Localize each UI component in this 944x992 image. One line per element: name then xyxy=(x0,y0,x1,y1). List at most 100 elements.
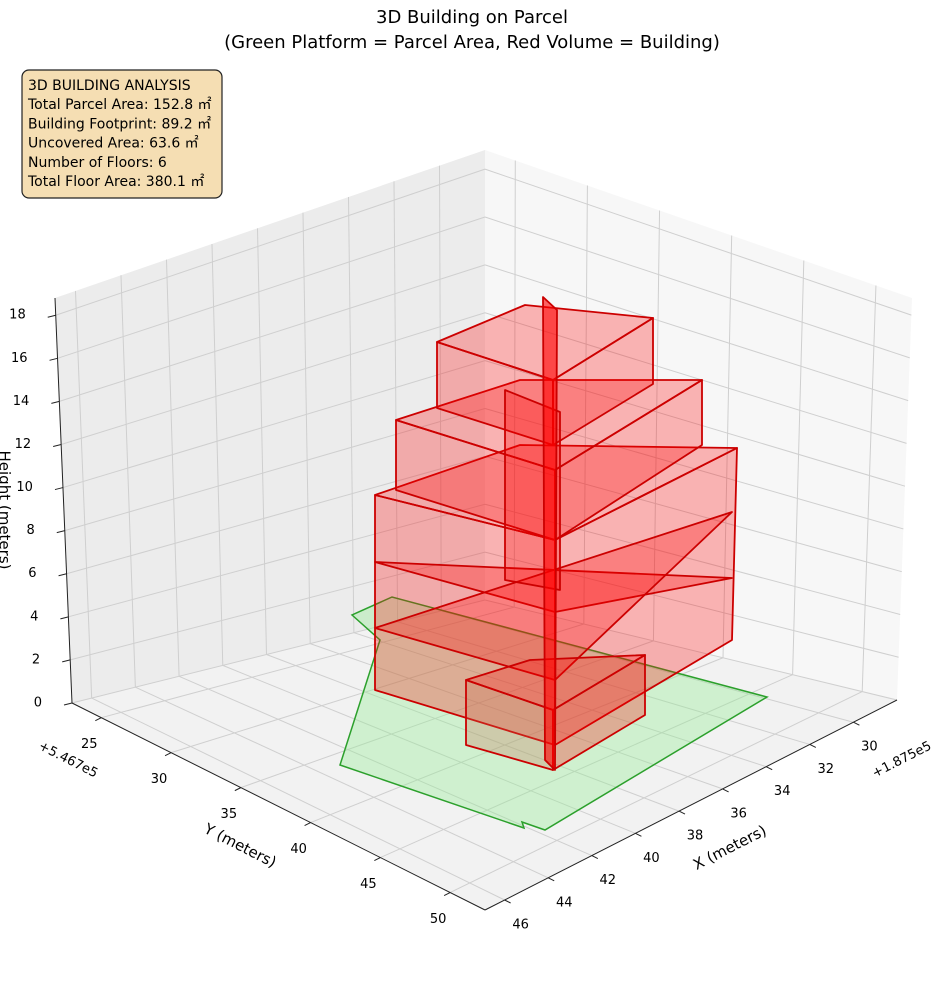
z-tick xyxy=(62,659,71,663)
z-tick-label: 16 xyxy=(11,351,28,366)
grid-line xyxy=(101,606,515,719)
left-pane xyxy=(55,150,485,703)
grid-line xyxy=(353,632,767,768)
grid-line xyxy=(165,259,180,677)
grid-line xyxy=(302,212,311,644)
axis-line xyxy=(71,702,486,911)
grid-line xyxy=(170,623,584,754)
grid-line xyxy=(222,664,636,834)
x-tick-label: 42 xyxy=(600,873,617,888)
z-tick-label: 14 xyxy=(13,394,30,409)
x-tick xyxy=(765,766,773,771)
z-tick xyxy=(53,444,62,447)
z-tick xyxy=(47,314,56,318)
z-tick-label: 4 xyxy=(30,609,38,624)
x-tick xyxy=(591,855,599,860)
z-tick xyxy=(51,400,60,404)
grid-line xyxy=(71,599,486,704)
chart-title: 3D Building on Parcel xyxy=(376,7,568,28)
grid-line xyxy=(135,686,549,879)
grid-line xyxy=(393,181,399,622)
right-pane xyxy=(485,150,912,700)
z-tick xyxy=(56,530,65,534)
grid-line xyxy=(449,691,863,893)
z-tick xyxy=(49,357,58,361)
y-tick-label: 25 xyxy=(81,737,98,752)
grid-line xyxy=(59,264,486,402)
grid-line xyxy=(64,408,486,532)
grid-line xyxy=(62,360,486,489)
z-axis-label: Height (meters) xyxy=(0,451,14,570)
x-tick xyxy=(504,899,511,904)
grid-line xyxy=(91,697,505,901)
grid-line xyxy=(792,260,805,675)
grid-line xyxy=(266,654,680,812)
x-tick xyxy=(547,877,555,882)
x-tick xyxy=(809,743,817,748)
z-tick-label: 18 xyxy=(9,308,26,323)
z-tick-label: 6 xyxy=(28,566,36,581)
axis-line xyxy=(484,699,898,911)
grid-line xyxy=(70,551,486,661)
x-tick-label: 30 xyxy=(861,740,878,755)
grid-line xyxy=(583,185,588,624)
grid-line xyxy=(66,455,486,575)
y-tick-label: 50 xyxy=(430,912,447,927)
z-tick xyxy=(63,702,73,706)
axes-panes xyxy=(55,150,912,910)
z-tick xyxy=(58,573,67,577)
grid-line xyxy=(441,610,854,723)
x-tick-label: 40 xyxy=(643,851,660,866)
axis-line xyxy=(54,297,73,704)
grid-line xyxy=(68,503,486,618)
grid-line xyxy=(74,290,93,699)
grid-line xyxy=(484,264,909,402)
y-tick-label: 40 xyxy=(290,842,307,857)
grid-line xyxy=(484,168,912,316)
x-axis-offset: +1.875e5 xyxy=(870,739,934,782)
annotation: 3D BUILDING ANALYSIS Total Parcel Area: 1… xyxy=(27,78,212,190)
building-face xyxy=(542,296,558,771)
annotation-line: 3D BUILDING ANALYSIS xyxy=(28,78,191,94)
x-tick-label: 36 xyxy=(730,806,747,821)
x-tick-label: 34 xyxy=(774,784,791,799)
annotation-line: Number of Floors: 6 xyxy=(28,155,167,171)
grid-line xyxy=(120,275,136,688)
z-tick-label: 8 xyxy=(26,523,34,538)
z-tick-label: 0 xyxy=(34,696,42,711)
grid-line xyxy=(57,216,486,359)
y-tick xyxy=(164,752,172,757)
floor-pane xyxy=(72,600,897,910)
grid-line xyxy=(861,285,877,692)
z-tick-label: 12 xyxy=(15,437,32,452)
z-tick-label: 2 xyxy=(32,652,40,667)
x-tick xyxy=(853,721,860,726)
x-tick xyxy=(722,788,729,793)
y-axis-label: Y (meters) xyxy=(200,819,279,871)
y-tick-label: 35 xyxy=(221,807,238,822)
grid-line xyxy=(380,674,793,859)
grid-line xyxy=(438,165,442,611)
grid-line xyxy=(240,640,654,789)
x-tick xyxy=(678,810,686,815)
grid-line xyxy=(347,196,355,633)
grid-line xyxy=(256,228,267,655)
x-tick xyxy=(635,832,642,837)
grid-line xyxy=(722,235,733,658)
z-tick xyxy=(60,616,69,620)
annotation-line: Uncovered Area: 63.6 ㎡ xyxy=(28,136,199,152)
x-tick-label: 46 xyxy=(512,918,529,933)
annotation-box xyxy=(21,69,223,199)
y-tick xyxy=(95,717,102,722)
grid-line xyxy=(55,168,486,316)
grid-line xyxy=(652,210,661,641)
y-tick-label: 45 xyxy=(360,877,377,892)
annotation-line: Total Floor Area: 380.1 ㎡ xyxy=(27,174,204,190)
x-tick-label: 44 xyxy=(556,895,573,910)
z-tick xyxy=(54,487,64,491)
y-tick xyxy=(443,892,451,896)
y-tick xyxy=(304,822,311,827)
grid-line xyxy=(484,216,910,359)
grid-line xyxy=(397,621,810,745)
